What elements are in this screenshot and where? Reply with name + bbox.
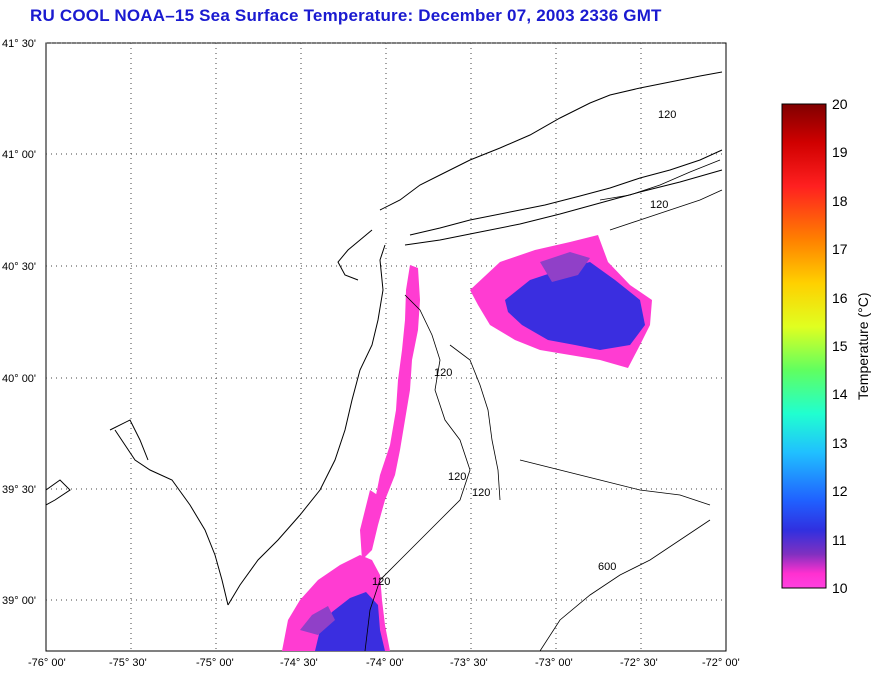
lat-label: 40° 00' xyxy=(2,373,36,385)
contour-label: 120 xyxy=(372,576,390,588)
lat-label: 40° 30' xyxy=(2,261,36,273)
lon-label: -72° 30' xyxy=(620,657,658,669)
contour-label: 600 xyxy=(598,561,616,573)
sst-patch-njcoast xyxy=(375,265,420,500)
sst-patch-southnj-mid xyxy=(300,606,335,635)
sst-patch-nybight-cold xyxy=(505,262,645,350)
lon-label: -73° 30' xyxy=(450,657,488,669)
lon-label: -75° 00' xyxy=(196,657,234,669)
sst-data xyxy=(282,235,652,651)
colorbar: 20 19 18 17 16 15 14 13 12 11 10 Tempera… xyxy=(781,96,871,596)
sst-patch-southnj-cold xyxy=(315,592,385,651)
colorbar-tick: 17 xyxy=(832,241,848,257)
colorbar-tick: 18 xyxy=(832,193,848,209)
colorbar-tick: 19 xyxy=(832,144,848,160)
lat-label: 41° 00' xyxy=(2,149,36,161)
colorbar-tick: 16 xyxy=(832,290,848,306)
contour-label: 120 xyxy=(472,487,490,499)
colorbar-tick: 10 xyxy=(832,580,848,596)
lat-label: 39° 30' xyxy=(2,484,36,496)
lon-label: -75° 30' xyxy=(109,657,147,669)
lon-label: -74° 00' xyxy=(366,657,404,669)
colorbar-tick: 12 xyxy=(832,483,848,499)
colorbar-tick: 14 xyxy=(832,386,848,402)
lon-label: -72° 00' xyxy=(702,657,740,669)
sst-patch-nybight-mid xyxy=(540,252,590,282)
colorbar-tick: 15 xyxy=(832,338,848,354)
contour-label: 120 xyxy=(448,471,466,483)
sst-patch-njsouth-strip xyxy=(360,490,385,560)
lat-label: 41° 30' xyxy=(2,38,36,50)
colorbar-tick: 11 xyxy=(832,532,847,548)
map-title: RU COOL NOAA–15 Sea Surface Temperature:… xyxy=(30,6,662,25)
contour-label: 120 xyxy=(650,199,668,211)
colorbar-gradient xyxy=(781,103,827,589)
coastline xyxy=(46,71,723,606)
colorbar-label: Temperature (°C) xyxy=(855,292,871,400)
lat-labels: 41° 30' 41° 00' 40° 30' 40° 00' 39° 30' … xyxy=(2,38,36,607)
colorbar-tick: 13 xyxy=(832,435,848,451)
lon-label: -76° 00' xyxy=(28,657,66,669)
colorbar-tick: 20 xyxy=(832,96,848,112)
lat-label: 39° 00' xyxy=(2,595,36,607)
bathymetry-contours xyxy=(364,159,723,651)
lon-labels: -76° 00' -75° 30' -75° 00' -74° 30' -74°… xyxy=(28,657,740,669)
lon-label: -74° 30' xyxy=(280,657,318,669)
colorbar-ticks: 20 19 18 17 16 15 14 13 12 11 10 xyxy=(832,96,848,596)
contour-label: 120 xyxy=(658,109,676,121)
lon-label: -73° 00' xyxy=(535,657,573,669)
contour-label: 120 xyxy=(434,367,452,379)
contour-labels: 120 120 120 120 120 120 600 xyxy=(372,109,676,588)
